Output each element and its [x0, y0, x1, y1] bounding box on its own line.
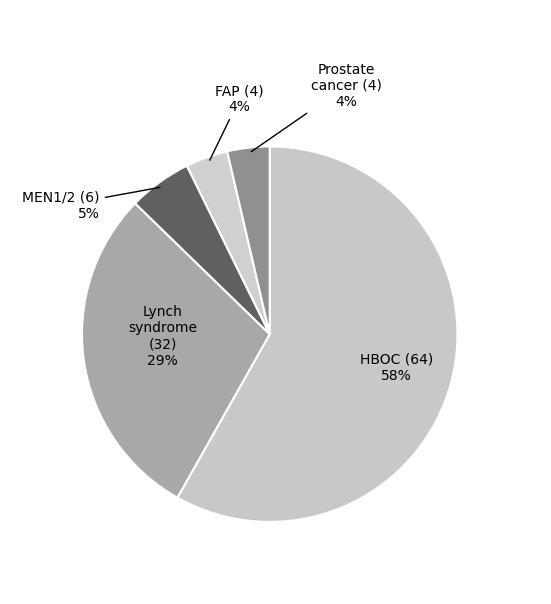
- Wedge shape: [177, 146, 457, 522]
- Text: MEN1/2 (6)
5%: MEN1/2 (6) 5%: [23, 187, 160, 220]
- Wedge shape: [227, 146, 270, 334]
- Wedge shape: [187, 152, 270, 334]
- Text: Prostate
cancer (4)
4%: Prostate cancer (4) 4%: [251, 63, 382, 152]
- Wedge shape: [82, 204, 270, 498]
- Text: FAP (4)
4%: FAP (4) 4%: [210, 84, 263, 160]
- Wedge shape: [135, 165, 270, 334]
- Text: Lynch
syndrome
(32)
29%: Lynch syndrome (32) 29%: [128, 305, 197, 368]
- Text: HBOC (64)
58%: HBOC (64) 58%: [360, 353, 433, 383]
